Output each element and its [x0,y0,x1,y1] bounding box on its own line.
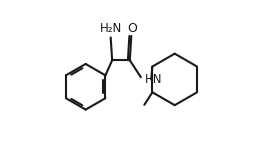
Text: H₂N: H₂N [100,21,123,34]
Text: O: O [127,21,137,34]
Text: HN: HN [144,73,162,86]
